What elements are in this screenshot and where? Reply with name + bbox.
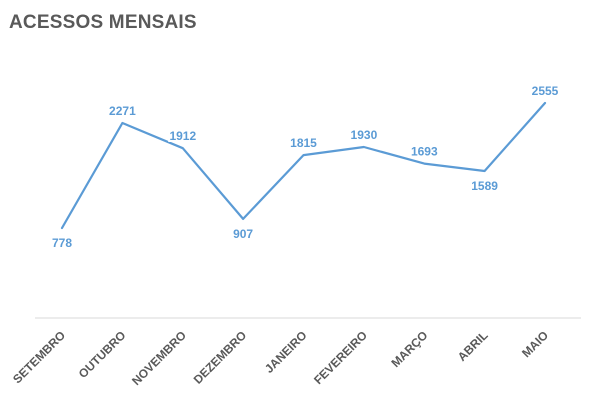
x-tick-label: NOVEMBRO [129, 328, 189, 388]
data-label: 2271 [109, 104, 136, 118]
series-line [60, 101, 547, 230]
x-tick-label: ABRIL [455, 328, 491, 364]
x-tick-label: SETEMBRO [10, 328, 68, 386]
x-tick-label: OUTUBRO [76, 328, 129, 381]
x-tick-label: JANEIRO [262, 328, 310, 376]
x-tick-label: FEVEREIRO [311, 328, 370, 387]
x-tick-label: MAIO [519, 328, 551, 360]
data-label: 1815 [290, 136, 317, 150]
data-label: 907 [233, 227, 253, 241]
data-label: 1589 [471, 179, 498, 193]
data-label: 2555 [532, 84, 559, 98]
x-tick-label: MARÇO [388, 328, 430, 370]
data-label: 1693 [411, 145, 438, 159]
data-label: 1930 [351, 128, 378, 142]
data-label: 778 [52, 236, 72, 250]
data-label: 1912 [169, 129, 196, 143]
x-tick-label: DEZEMBRO [191, 328, 249, 386]
chart-title: ACESSOS MENSAIS [9, 12, 197, 33]
